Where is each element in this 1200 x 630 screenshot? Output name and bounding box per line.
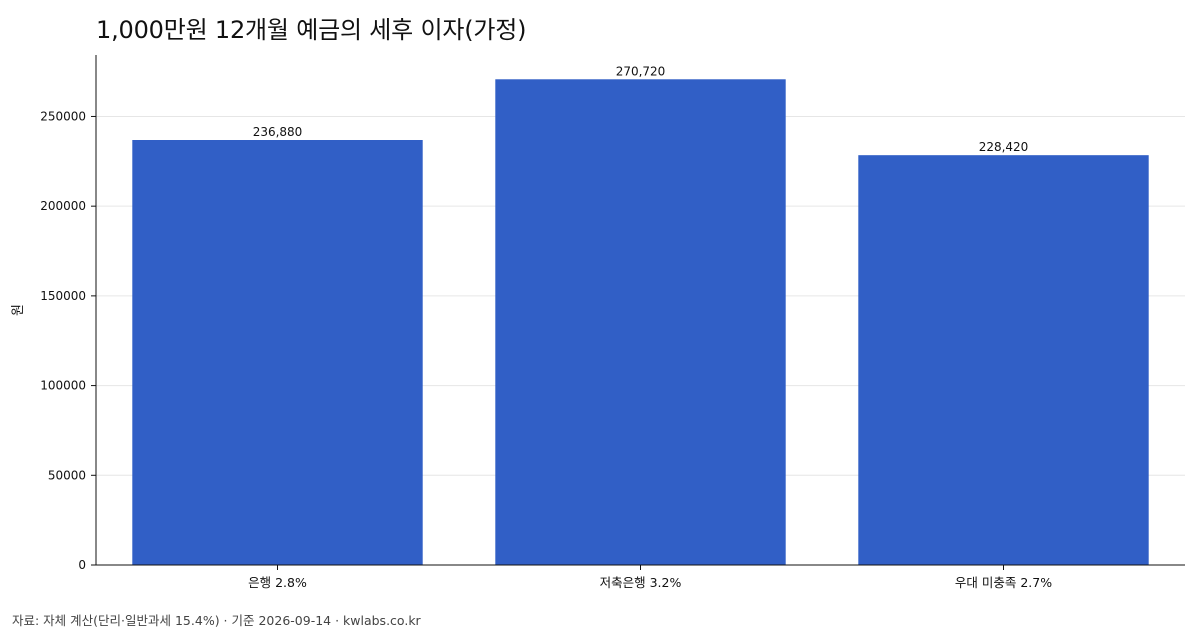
y-tick-label: 0 (78, 558, 86, 572)
y-tick-label: 250000 (40, 109, 86, 123)
bar (858, 155, 1149, 565)
y-axis-label: 원 (11, 304, 26, 316)
x-tick-label: 은행 2.8% (248, 575, 307, 590)
y-tick-label: 200000 (40, 199, 86, 213)
x-tick-label: 저축은행 3.2% (600, 575, 682, 590)
value-label: 228,420 (979, 140, 1029, 154)
chart-title: 1,000만원 12개월 예금의 세후 이자(가정) (96, 16, 527, 44)
y-tick-label: 100000 (40, 379, 86, 393)
value-label: 236,880 (253, 125, 303, 139)
bar (132, 140, 423, 565)
bar (495, 79, 786, 566)
y-tick-label: 150000 (40, 289, 86, 303)
bars (132, 79, 1149, 566)
source-note: 자료: 자체 계산(단리·일반과세 15.4%) · 기준 2026-09-14… (12, 613, 421, 628)
labels: 0 50000 100000 150000 200000 250000 236,880 은행 … (40, 64, 1052, 590)
x-tick-label: 우대 미충족 2.7% (955, 575, 1052, 590)
value-label: 270,720 (616, 64, 666, 78)
y-tick-label: 50000 (48, 468, 86, 482)
